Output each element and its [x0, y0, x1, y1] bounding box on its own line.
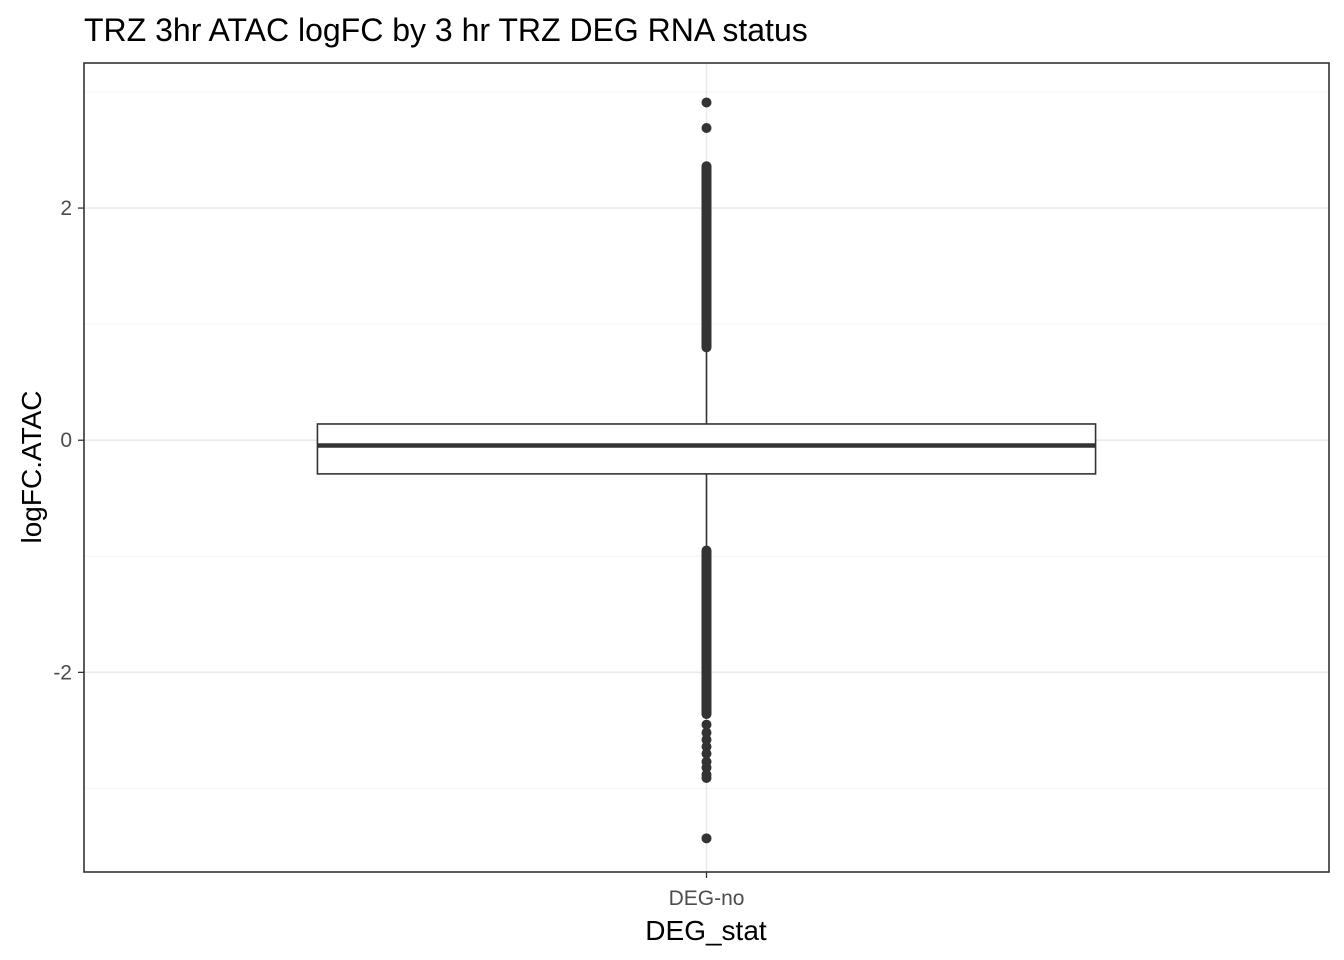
plot-area [316, 97, 1097, 844]
x-axis-title: DEG_stat [645, 915, 767, 946]
x-tick-label: DEG-no [669, 887, 745, 910]
y-tick-label: 0 [60, 429, 72, 452]
outlier-point [701, 748, 712, 759]
outlier-point [701, 97, 712, 108]
outlier-point [701, 741, 712, 752]
y-tick-label: -2 [53, 661, 72, 684]
outlier-point [701, 833, 712, 844]
y-tick-label: 2 [60, 197, 72, 220]
y-axis-title: logFC.ATAC [16, 391, 47, 544]
outlier-point [701, 719, 712, 730]
box [316, 423, 1097, 475]
outlier-point [701, 762, 712, 773]
outlier-point [701, 734, 712, 745]
outlier-point [701, 772, 712, 783]
y-axis: -2 0 2 [53, 197, 84, 684]
chart-title: TRZ 3hr ATAC logFC by 3 hr TRZ DEG RNA s… [84, 12, 808, 48]
outlier-point [701, 122, 712, 133]
outlier-point [701, 727, 712, 738]
x-axis: DEG-no [669, 872, 745, 910]
